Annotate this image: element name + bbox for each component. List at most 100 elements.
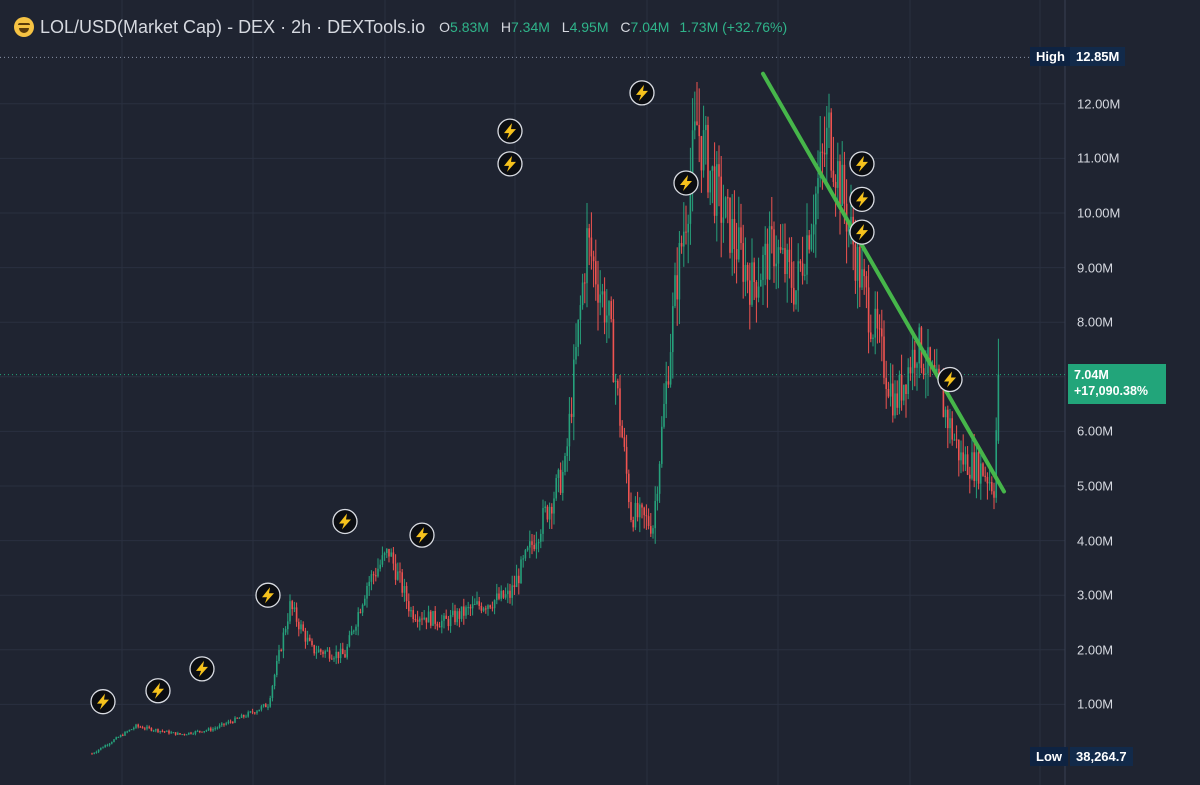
lightning-signal-icon[interactable] — [90, 689, 116, 715]
close-key: C — [620, 19, 631, 35]
candle-body — [887, 388, 890, 397]
lightning-signal-icon[interactable] — [145, 678, 171, 704]
candle-body — [423, 617, 425, 620]
lightning-signal-icon[interactable] — [849, 151, 875, 177]
candle-body — [663, 403, 665, 427]
candle-body — [179, 733, 181, 735]
candle-body — [544, 506, 546, 508]
candle-body — [146, 726, 148, 729]
candle-body — [652, 528, 654, 534]
candle-body — [768, 226, 771, 280]
candle-body — [790, 262, 793, 288]
candle-body — [524, 550, 527, 559]
candle-body — [421, 618, 423, 620]
candle-body — [287, 621, 289, 630]
candle-body — [997, 374, 1000, 441]
candle-body — [821, 151, 824, 153]
open-value: 5.83M — [450, 19, 489, 35]
candle-body — [379, 564, 381, 569]
candle-body — [896, 393, 898, 408]
candle-body — [368, 581, 370, 586]
candle-body — [641, 504, 643, 508]
candle-body — [546, 506, 549, 520]
candle-body — [414, 619, 417, 621]
candle-body — [566, 446, 568, 456]
candle-body — [894, 393, 896, 416]
lightning-signal-icon[interactable] — [497, 118, 523, 144]
candle-body — [465, 607, 467, 616]
lightning-signal-icon[interactable] — [937, 366, 963, 393]
candle-body — [623, 437, 626, 447]
low-marker-value: 38,264.7 — [1070, 747, 1133, 766]
candle-body — [225, 723, 227, 725]
candle-body — [526, 547, 529, 551]
candle-body — [141, 727, 144, 729]
y-tick-label: 1.00M — [1077, 696, 1114, 712]
candle-body — [575, 346, 577, 360]
candle-body — [599, 294, 601, 303]
candle-body — [691, 130, 694, 178]
candle-body — [236, 717, 238, 719]
candle-body — [133, 727, 135, 730]
candle-body — [170, 732, 172, 734]
candle-body — [256, 711, 258, 714]
candle-body — [947, 409, 949, 429]
candle-body — [654, 500, 656, 529]
candle-body — [102, 747, 104, 749]
candle-body — [779, 247, 782, 250]
candle-body — [614, 380, 617, 383]
lightning-signal-icon[interactable] — [497, 151, 523, 177]
candle-body — [755, 282, 758, 298]
candle-body — [227, 721, 230, 724]
candle-body — [834, 181, 837, 188]
candle-body — [883, 336, 885, 378]
candle-body — [799, 261, 802, 264]
candle-body — [359, 612, 362, 614]
lightning-signal-icon[interactable] — [189, 656, 215, 682]
candle-body — [476, 601, 478, 605]
y-tick-label: 4.00M — [1077, 533, 1114, 549]
candle-body — [513, 585, 516, 588]
candle-body — [344, 654, 346, 658]
lightning-signal-icon[interactable] — [332, 508, 358, 535]
candle-body — [678, 243, 681, 300]
candle-body — [698, 124, 700, 137]
candle-body — [205, 730, 208, 732]
candle-body — [493, 600, 496, 609]
candle-body — [962, 452, 964, 465]
candle-body — [383, 552, 386, 556]
candle-body — [185, 734, 188, 736]
candle-body — [801, 263, 804, 276]
candle-body — [911, 349, 914, 374]
candle-body — [100, 747, 102, 750]
lightning-signal-icon[interactable] — [849, 219, 875, 245]
high-marker-label: High — [1030, 47, 1071, 66]
candle-body — [394, 563, 397, 580]
lightning-signal-icon[interactable] — [849, 186, 875, 213]
candle-body — [903, 384, 905, 401]
candle-body — [742, 243, 744, 282]
candle-body — [124, 731, 126, 736]
candle-body — [172, 732, 175, 734]
candle-body — [590, 237, 593, 257]
candle-body — [260, 706, 263, 710]
candle-body — [749, 280, 751, 305]
candle-body — [826, 127, 828, 155]
lightning-signal-icon[interactable] — [409, 522, 435, 548]
candle-body — [969, 474, 971, 479]
interval-label[interactable]: 2h — [291, 16, 312, 37]
candle-body — [346, 646, 348, 658]
candle-body — [223, 723, 225, 725]
candle-body — [971, 452, 973, 479]
candle-body — [456, 611, 458, 623]
lightning-signal-icon[interactable] — [629, 80, 655, 106]
candle-body — [625, 446, 628, 474]
candle-body — [777, 247, 780, 264]
candle-body — [735, 249, 738, 260]
close-value: 7.04M — [630, 19, 670, 35]
lightning-signal-icon[interactable] — [255, 582, 281, 608]
lightning-signal-icon[interactable] — [673, 170, 699, 196]
candle-body — [183, 734, 186, 736]
